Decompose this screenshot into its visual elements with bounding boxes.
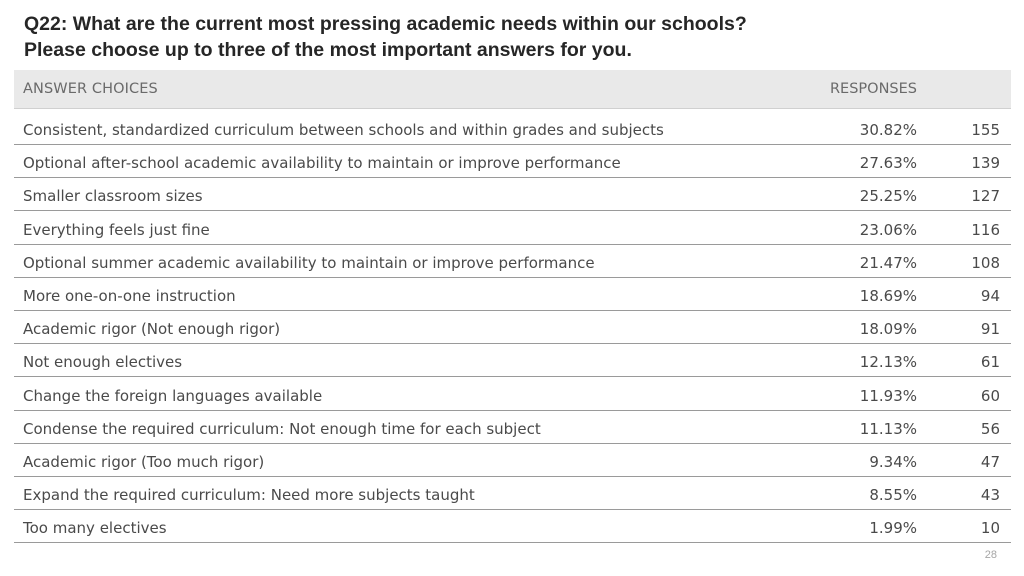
header-responses: RESPONSES [829, 81, 917, 97]
response-percent: 27.63% [859, 154, 917, 173]
response-percent: 23.06% [859, 220, 917, 239]
answer-choice-label: Everything feels just fine [23, 220, 210, 239]
answer-choice-label: Academic rigor (Not enough rigor) [23, 320, 281, 339]
page-title: Q22: What are the current most pressing … [24, 11, 1004, 63]
response-percent: 8.55% [869, 486, 917, 505]
answer-choice-label: Too many electives [23, 519, 167, 538]
title-line-2: Please choose up to three of the most im… [24, 39, 632, 61]
answer-choice-label: Smaller classroom sizes [23, 187, 203, 206]
table-row: Everything feels just fine 23.06% 116 [14, 211, 1011, 245]
responses-table: ANSWER CHOICES RESPONSES Consistent, sta… [14, 70, 1011, 544]
table-row: Optional after-school academic availabil… [14, 145, 1011, 179]
page-number: 28 [984, 549, 997, 561]
response-count: 91 [980, 320, 1000, 339]
response-percent: 18.09% [859, 320, 917, 339]
response-count: 127 [971, 187, 1000, 206]
response-percent: 25.25% [859, 187, 917, 206]
response-count: 139 [971, 154, 1000, 173]
answer-choice-label: Expand the required curriculum: Need mor… [23, 486, 475, 505]
table-row: Consistent, standardized curriculum betw… [14, 109, 1011, 145]
response-count: 108 [971, 253, 1000, 272]
table-row: More one-on-one instruction 18.69% 94 [14, 278, 1011, 311]
table-row: Smaller classroom sizes 25.25% 127 [14, 178, 1011, 212]
response-count: 60 [980, 386, 1000, 405]
response-count: 43 [980, 486, 1000, 505]
title-line-1: Q22: What are the current most pressing … [24, 13, 747, 35]
response-count: 116 [971, 220, 1000, 239]
table-row: Not enough electives 12.13% 61 [14, 344, 1011, 378]
response-percent: 18.69% [859, 286, 917, 305]
table-row: Academic rigor (Too much rigor) 9.34% 47 [14, 444, 1011, 477]
answer-choice-label: Optional summer academic availability to… [23, 253, 595, 272]
answer-choice-label: Change the foreign languages available [23, 386, 323, 405]
answer-choice-label: More one-on-one instruction [23, 286, 236, 305]
response-percent: 21.47% [859, 253, 917, 272]
response-count: 10 [980, 519, 1000, 538]
table-row: Too many electives 1.99% 10 [14, 510, 1011, 544]
response-count: 47 [980, 452, 1000, 471]
table-row: Expand the required curriculum: Need mor… [14, 477, 1011, 511]
table-row: Change the foreign languages available 11… [14, 377, 1011, 411]
response-percent: 12.13% [859, 353, 917, 372]
answer-choice-label: Consistent, standardized curriculum betw… [23, 121, 664, 139]
answer-choice-label: Academic rigor (Too much rigor) [23, 452, 265, 471]
response-percent: 11.93% [859, 386, 917, 405]
response-count: 61 [980, 353, 1000, 372]
table-body: Consistent, standardized curriculum betw… [14, 109, 1011, 544]
response-count: 56 [980, 419, 1000, 438]
response-percent: 9.34% [869, 452, 917, 471]
table-header: ANSWER CHOICES RESPONSES [14, 70, 1011, 109]
table-row: Academic rigor (Not enough rigor) 18.09% 9… [14, 311, 1011, 345]
response-count: 94 [980, 286, 1000, 305]
answer-choice-label: Not enough electives [23, 353, 183, 372]
table-row: Condense the required curriculum: Not en… [14, 411, 1011, 444]
answer-choice-label: Optional after-school academic availabil… [23, 154, 621, 173]
response-percent: 30.82% [859, 121, 917, 139]
response-percent: 11.13% [859, 419, 917, 438]
table-row: Optional summer academic availability to… [14, 245, 1011, 278]
response-count: 155 [971, 121, 1000, 139]
answer-choice-label: Condense the required curriculum: Not en… [23, 419, 541, 438]
response-percent: 1.99% [869, 519, 917, 538]
header-answer-choices: ANSWER CHOICES [23, 81, 158, 97]
